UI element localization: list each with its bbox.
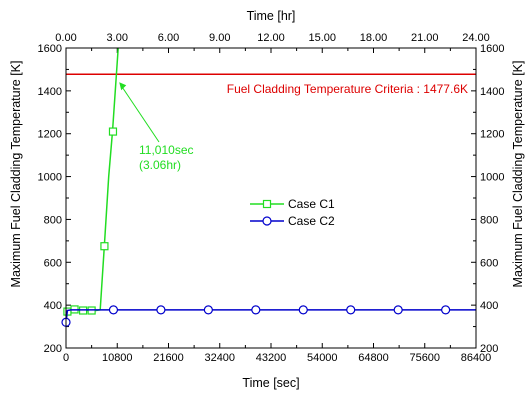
series-2-point (298, 305, 308, 315)
series-2-point (251, 305, 261, 315)
series-2-point (108, 305, 119, 315)
series-2-point (346, 305, 356, 315)
annotation-arrow-line (119, 83, 160, 143)
x-tick-label: 64800 (358, 352, 389, 364)
y2-tick-label: 400 (480, 300, 498, 312)
y-tick-label: 600 (44, 257, 62, 269)
x2-tick-label: 6.00 (158, 32, 179, 44)
series-1-point (100, 242, 109, 251)
series-line-2 (65, 309, 476, 323)
series-2-point (393, 305, 403, 315)
y2-tick-label: 200 (480, 343, 498, 355)
x2-tick-label: 18.00 (360, 32, 388, 44)
y-tick-label: 400 (44, 300, 62, 312)
legend-label-1: Case C1 (288, 197, 335, 211)
annotation-arrowhead (119, 82, 127, 91)
annotation-text-line: (3.06hr) (139, 158, 181, 172)
x2-tick-label: 15.00 (308, 32, 336, 44)
x-tick-label: 75600 (409, 352, 440, 364)
x2-axis-title: Time [hr] (247, 9, 296, 23)
y2-axis-title: Maximum Fuel Cladding Temperature [K] (511, 61, 525, 288)
criteria-label: Fuel Cladding Temperature Criteria : 147… (227, 82, 468, 96)
x-tick-label: 21600 (153, 352, 184, 364)
series-2-point (441, 305, 451, 315)
y-tick-label: 1200 (38, 129, 62, 141)
x-tick-label: 32400 (204, 352, 235, 364)
x-tick-label: 86400 (461, 352, 492, 364)
plot-frame (65, 47, 477, 349)
series-2-point (203, 305, 213, 315)
legend-marker-1 (262, 199, 272, 209)
x-tick-label: 10800 (102, 352, 133, 364)
y2-tick-label: 1600 (480, 43, 504, 55)
x-tick-label: 0 (63, 352, 69, 364)
x2-tick-label: 21.00 (411, 32, 439, 44)
x2-tick-label: 24.00 (462, 32, 490, 44)
x2-tick-label: 12.00 (257, 32, 285, 44)
y2-tick-label: 600 (480, 257, 498, 269)
y-tick-label: 1600 (38, 43, 62, 55)
y2-tick-label: 800 (480, 214, 498, 226)
series-1-point (108, 127, 118, 136)
y-tick-label: 1000 (38, 172, 62, 184)
x2-tick-label: 0.00 (55, 32, 76, 44)
legend-label-2: Case C2 (288, 214, 335, 228)
legend-marker-2 (262, 216, 272, 226)
y2-tick-label: 1400 (480, 86, 504, 98)
y2-tick-label: 1200 (480, 129, 504, 141)
x2-tick-label: 3.00 (107, 32, 128, 44)
x-tick-label: 54000 (307, 352, 338, 364)
x-axis-title: Time [sec] (242, 376, 299, 390)
y2-tick-label: 1000 (480, 172, 504, 184)
y-tick-label: 200 (44, 343, 62, 355)
series-2-point (156, 305, 166, 315)
annotation-text-line: 11,010sec (139, 143, 194, 157)
y-tick-label: 1400 (38, 86, 62, 98)
series-line-1 (65, 47, 119, 323)
x-tick-label: 43200 (256, 352, 287, 364)
y-axis-title: Maximum Fuel Cladding Temperature [K] (9, 61, 23, 288)
x2-tick-label: 9.00 (209, 32, 230, 44)
y-tick-label: 800 (44, 214, 62, 226)
